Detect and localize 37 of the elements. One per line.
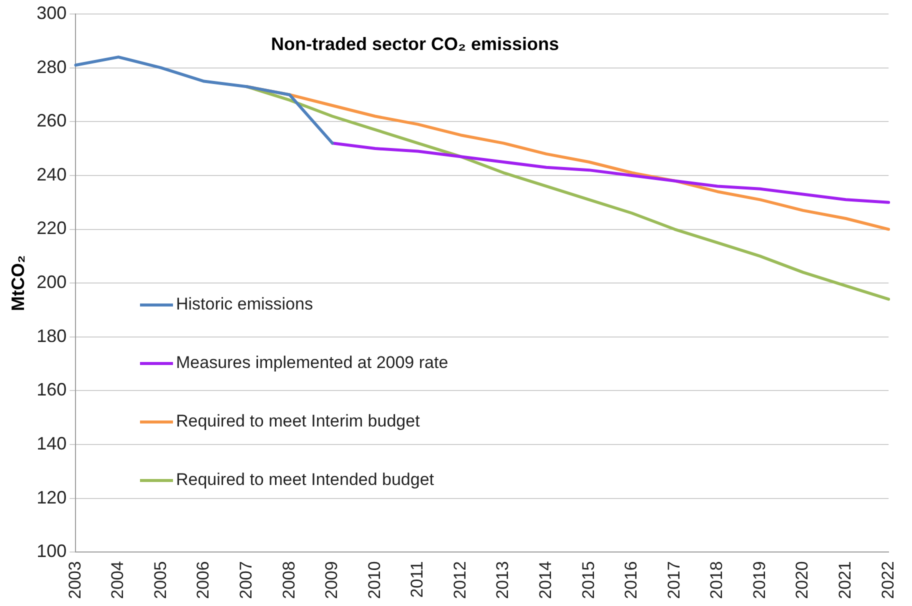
text: Non-traded sector CO₂ emissions [270, 34, 560, 54]
y-tick-label: 100 [36, 541, 67, 562]
x-tick-label: 2009 [322, 561, 342, 600]
y-tick-label: 300 [36, 2, 67, 23]
x-tick-label: 2012 [450, 561, 470, 600]
x-tick-label: 2006 [194, 561, 213, 600]
y-tick-label: 200 [36, 272, 67, 292]
y-tick-label: 240 [36, 164, 67, 184]
legend-label: Required to meet Intended budget [176, 470, 434, 490]
legend-label: Historic emissions [176, 294, 313, 314]
y-tick-label: 260 [36, 110, 67, 131]
x-tick-label: 2020 [792, 561, 812, 600]
y-tick-label: 280 [36, 56, 67, 77]
x-tick-label: 2014 [536, 561, 555, 600]
x-tick-label: 2010 [364, 561, 384, 600]
y-tick-label: 160 [36, 380, 67, 400]
x-tick-label: 2019 [750, 561, 769, 600]
x-tick-label: 2008 [279, 561, 298, 600]
x-tick-label: 2004 [108, 561, 128, 600]
y-tick-label: 140 [36, 434, 67, 454]
y-tick-label: 220 [36, 218, 67, 238]
legend-label: Measures implemented at 2009 rate [176, 353, 448, 372]
x-tick-label: 2015 [578, 561, 598, 600]
y-tick-label: 180 [36, 326, 67, 346]
x-tick-label: 2022 [878, 561, 898, 600]
x-tick-label: 2003 [65, 561, 84, 600]
x-tick-label: 2013 [493, 561, 512, 600]
x-tick-label: 2011 [408, 561, 427, 598]
y-axis-title: MtCO₂ [8, 255, 28, 312]
x-tick-label: 2007 [236, 561, 256, 600]
x-tick-label: 2018 [707, 561, 726, 600]
x-tick-label: 2021 [836, 561, 854, 600]
x-tick-label: 2016 [622, 561, 641, 600]
legend-label: Required to meet Interim budget [176, 412, 420, 431]
y-tick-label: 120 [36, 487, 67, 508]
x-tick-label: 2017 [664, 561, 684, 600]
x-tick-label: 2005 [150, 561, 170, 600]
